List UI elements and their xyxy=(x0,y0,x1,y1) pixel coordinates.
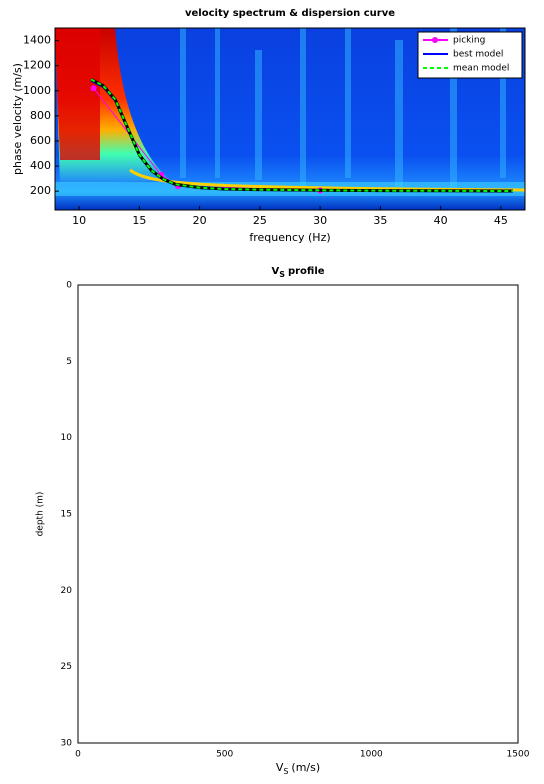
x-tick-label: 10 xyxy=(72,214,86,227)
legend-label: best model xyxy=(453,50,503,60)
line xyxy=(90,78,513,193)
y-axis-label: depth (m) xyxy=(36,492,46,537)
y-axis-label: phase velocity (m/s) xyxy=(11,63,24,175)
x-tick-label: 0 xyxy=(75,750,81,760)
y-tick-label: 800 xyxy=(30,109,51,122)
label-main: V xyxy=(271,266,279,277)
label: VS profile xyxy=(271,266,324,279)
plot-frame xyxy=(77,284,519,744)
y-tick-label: 1200 xyxy=(23,59,51,72)
plot-frame xyxy=(54,27,526,211)
x-tick-label: 1500 xyxy=(507,750,530,760)
y-tick-label: 600 xyxy=(30,134,51,147)
label-rest: profile xyxy=(288,266,325,277)
x-tick-label: 30 xyxy=(313,214,327,227)
x-tick-label: 20 xyxy=(193,214,207,227)
y-tick-label: 15 xyxy=(61,510,72,520)
legend-marker xyxy=(432,37,438,43)
y-tick-label: 1000 xyxy=(23,84,51,97)
y-tick-label: 20 xyxy=(61,586,73,596)
label-sub: S xyxy=(283,767,288,776)
y-tick-label: 0 xyxy=(66,281,72,291)
x-tick-label: 500 xyxy=(216,750,233,760)
x-tick-label: 35 xyxy=(373,214,387,227)
label-main: V xyxy=(276,761,284,774)
pick-point xyxy=(90,85,97,92)
y-tick-label: 5 xyxy=(66,357,72,367)
y-tick-label: 25 xyxy=(61,662,72,672)
y-tick-label: 200 xyxy=(30,184,51,197)
label: VS (m/s) xyxy=(276,761,320,776)
legend-label: mean model xyxy=(453,64,509,74)
x-tick-label: 15 xyxy=(132,214,146,227)
x-tick-label: 1000 xyxy=(360,750,383,760)
label-sub: S xyxy=(279,270,285,279)
label-rest: (m/s) xyxy=(291,761,320,774)
x-tick-label: 40 xyxy=(434,214,448,227)
chart-title: velocity spectrum & dispersion curve xyxy=(185,8,395,19)
x-axis-label: frequency (Hz) xyxy=(249,231,330,244)
y-tick-label: 30 xyxy=(61,739,73,749)
y-tick-label: 1400 xyxy=(23,34,51,47)
y-tick-label: 10 xyxy=(61,433,73,443)
x-tick-label: 25 xyxy=(253,214,267,227)
x-tick-label: 45 xyxy=(494,214,508,227)
legend-label: picking xyxy=(453,36,485,46)
y-tick-label: 400 xyxy=(30,159,51,172)
